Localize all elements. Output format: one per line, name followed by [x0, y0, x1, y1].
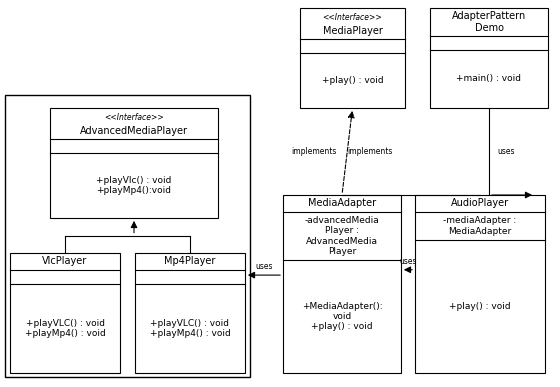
- Text: implements: implements: [347, 147, 393, 156]
- Text: MediaAdapter: MediaAdapter: [308, 199, 376, 209]
- Bar: [300, 8, 405, 108]
- Text: +MediaAdapter():
void
+play() : void: +MediaAdapter(): void +play() : void: [302, 301, 382, 331]
- Text: -advancedMedia
Player :
AdvancedMedia
Player: -advancedMedia Player : AdvancedMedia Pl…: [305, 216, 379, 256]
- Text: +play() : void: +play() : void: [321, 76, 383, 85]
- Text: MediaPlayer: MediaPlayer: [323, 26, 382, 36]
- Text: AdvancedMediaPlayer: AdvancedMediaPlayer: [80, 126, 188, 136]
- Text: +main() : void: +main() : void: [456, 75, 521, 84]
- Text: <<Interface>>: <<Interface>>: [323, 13, 382, 22]
- Text: +playVLC() : void
+playMp4() : void: +playVLC() : void +playMp4() : void: [150, 319, 230, 338]
- Text: implements: implements: [292, 147, 337, 156]
- Bar: [415, 195, 545, 373]
- Text: AudioPlayer: AudioPlayer: [451, 199, 509, 209]
- Text: +playVLC() : void
+playMp4() : void: +playVLC() : void +playMp4() : void: [25, 319, 105, 338]
- Text: uses: uses: [497, 147, 515, 156]
- Text: uses: uses: [399, 257, 417, 266]
- Bar: [283, 195, 401, 373]
- Text: +playVlc() : void
+playMp4():void: +playVlc() : void +playMp4():void: [96, 176, 172, 195]
- Text: -mediaAdapter :
MediaAdapter: -mediaAdapter : MediaAdapter: [444, 216, 517, 236]
- Bar: [50, 108, 218, 218]
- Text: +play() : void: +play() : void: [449, 302, 511, 311]
- Text: uses: uses: [255, 262, 273, 271]
- Text: VlcPlayer: VlcPlayer: [43, 257, 87, 267]
- Text: AdapterPattern
Demo: AdapterPattern Demo: [452, 11, 526, 33]
- Bar: [430, 8, 548, 108]
- Bar: [10, 253, 120, 373]
- Bar: [5, 95, 250, 377]
- Bar: [135, 253, 245, 373]
- Text: <<Interface>>: <<Interface>>: [104, 113, 164, 122]
- Text: Mp4Player: Mp4Player: [164, 257, 216, 267]
